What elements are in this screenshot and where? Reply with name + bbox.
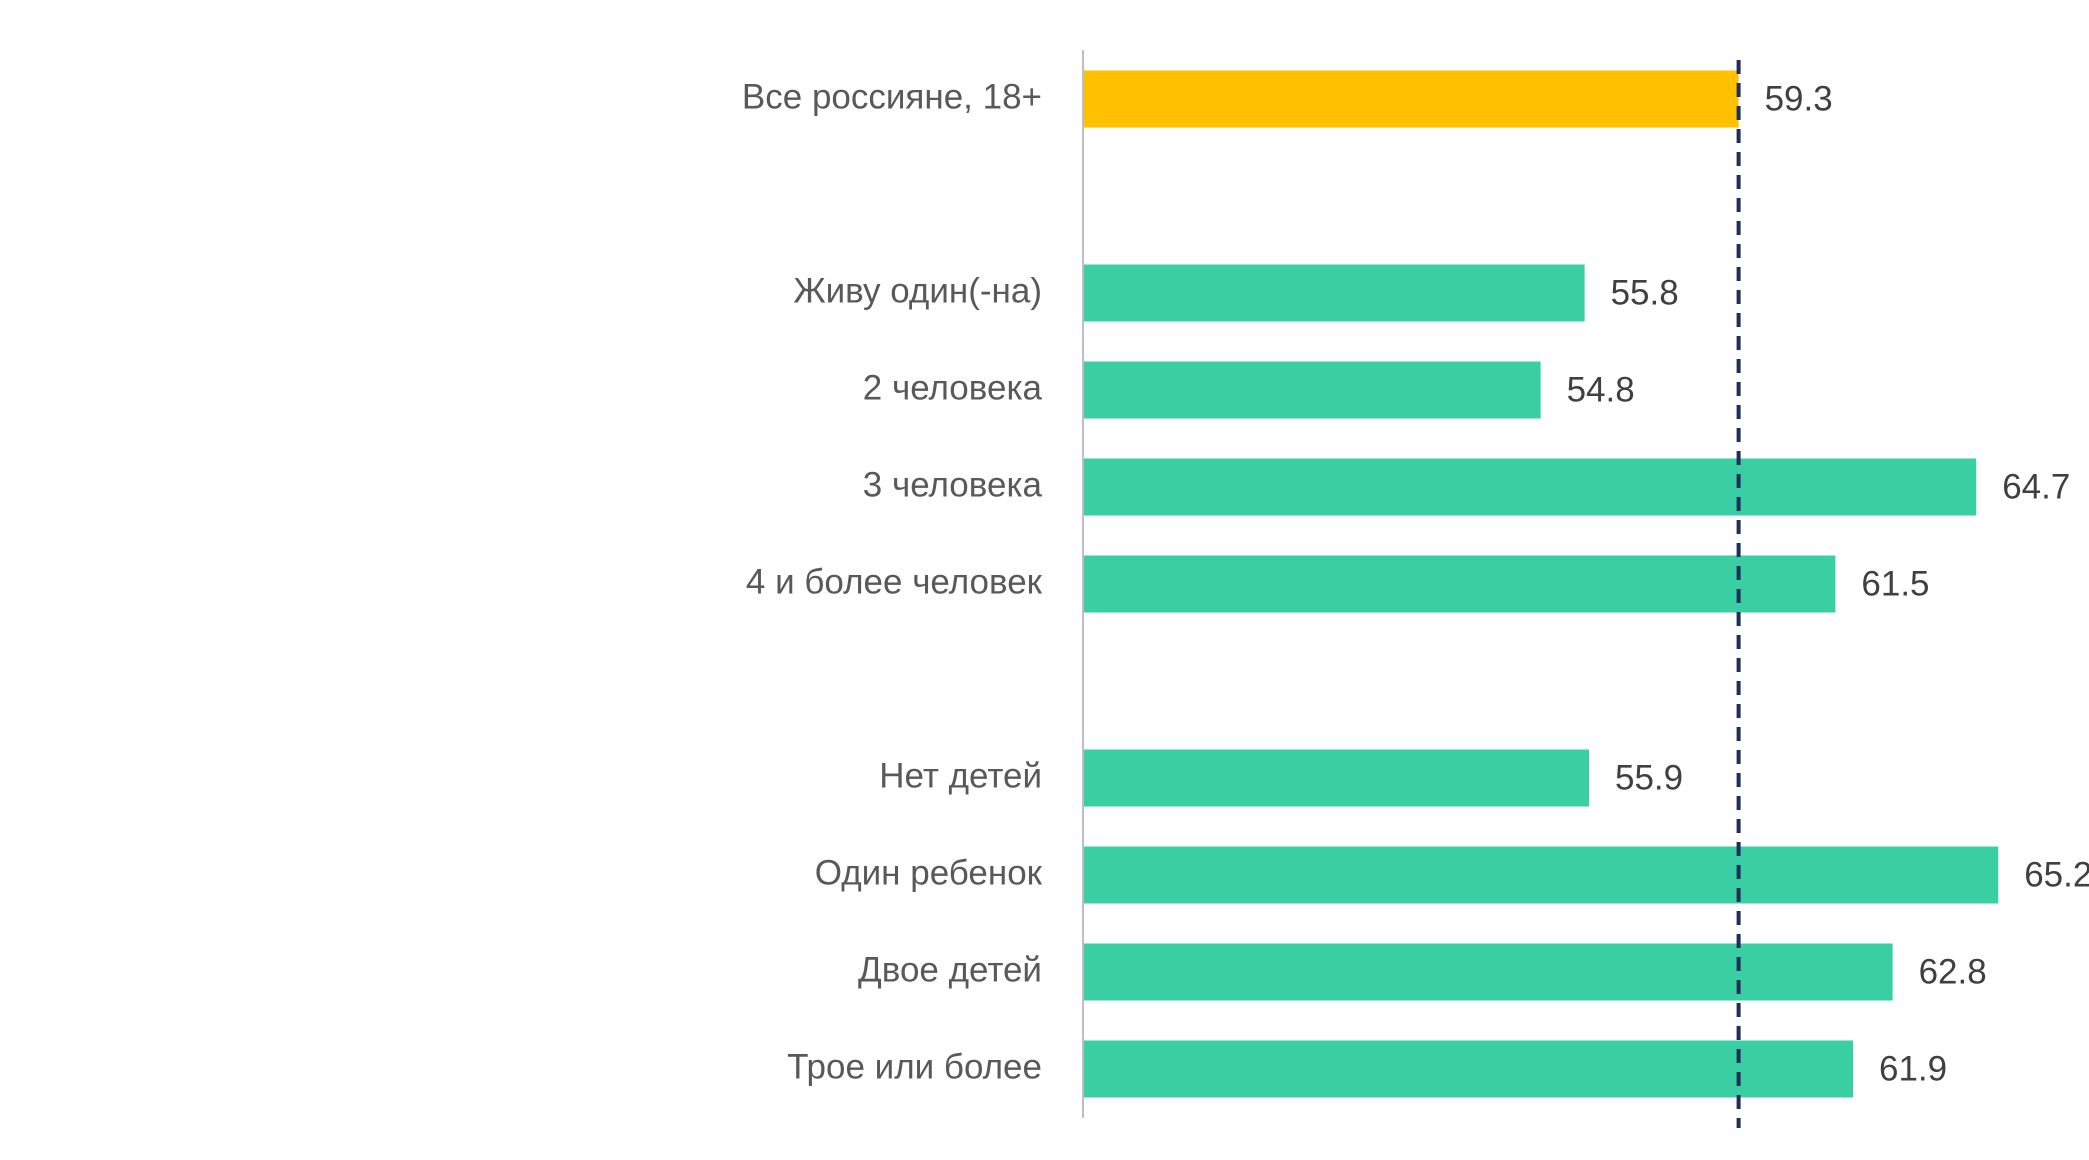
- category-label-3-человека: 3 человека: [863, 465, 1043, 504]
- value-label-2-человека: 54.8: [1567, 370, 1635, 409]
- value-label-нет-детей: 55.9: [1615, 758, 1683, 797]
- bar-4-и-более-человек: [1083, 555, 1836, 613]
- category-label-4-и-более-человек: 4 и более человек: [746, 562, 1043, 601]
- category-label-нет-детей: Нет детей: [879, 756, 1042, 795]
- value-label-двое-детей: 62.8: [1919, 952, 1987, 991]
- bar-2-человека: [1083, 361, 1541, 419]
- category-label-все-россияне-18: Все россияне, 18+: [742, 77, 1042, 116]
- bar-трое-или-более: [1083, 1040, 1853, 1098]
- value-label-живу-один-на: 55.8: [1611, 273, 1679, 312]
- bars-group: [1083, 70, 1999, 1098]
- category-label-один-ребенок: Один ребенок: [815, 853, 1043, 892]
- category-label-живу-один-на: Живу один(-на): [793, 271, 1042, 310]
- bar-нет-детей: [1083, 749, 1589, 807]
- category-label-двое-детей: Двое детей: [858, 950, 1042, 989]
- bar-3-человека: [1083, 458, 1977, 516]
- value-label-4-и-более-человек: 61.5: [1861, 564, 1929, 603]
- value-label-один-ребенок: 65.2: [2024, 855, 2089, 894]
- category-label-трое-или-более: Трое или более: [787, 1047, 1042, 1086]
- value-label-трое-или-более: 61.9: [1879, 1049, 1947, 1088]
- category-labels-group: Все россияне, 18+ Живу один(-на) 2 человек…: [742, 77, 1043, 1086]
- bar-все-россияне-18: [1083, 70, 1739, 128]
- bar-двое-детей: [1083, 943, 1893, 1001]
- category-label-2-человека: 2 человека: [863, 368, 1043, 407]
- bar-живу-один-на: [1083, 264, 1585, 322]
- value-label-все-россияне-18: 59.3: [1765, 79, 1833, 118]
- value-labels-group: 59.3 55.8 54.8 64.7 61.5 55.9 65.2 62.8 61.9: [1567, 79, 2089, 1088]
- bar-один-ребенок: [1083, 846, 1999, 904]
- value-label-3-человека: 64.7: [2002, 467, 2070, 506]
